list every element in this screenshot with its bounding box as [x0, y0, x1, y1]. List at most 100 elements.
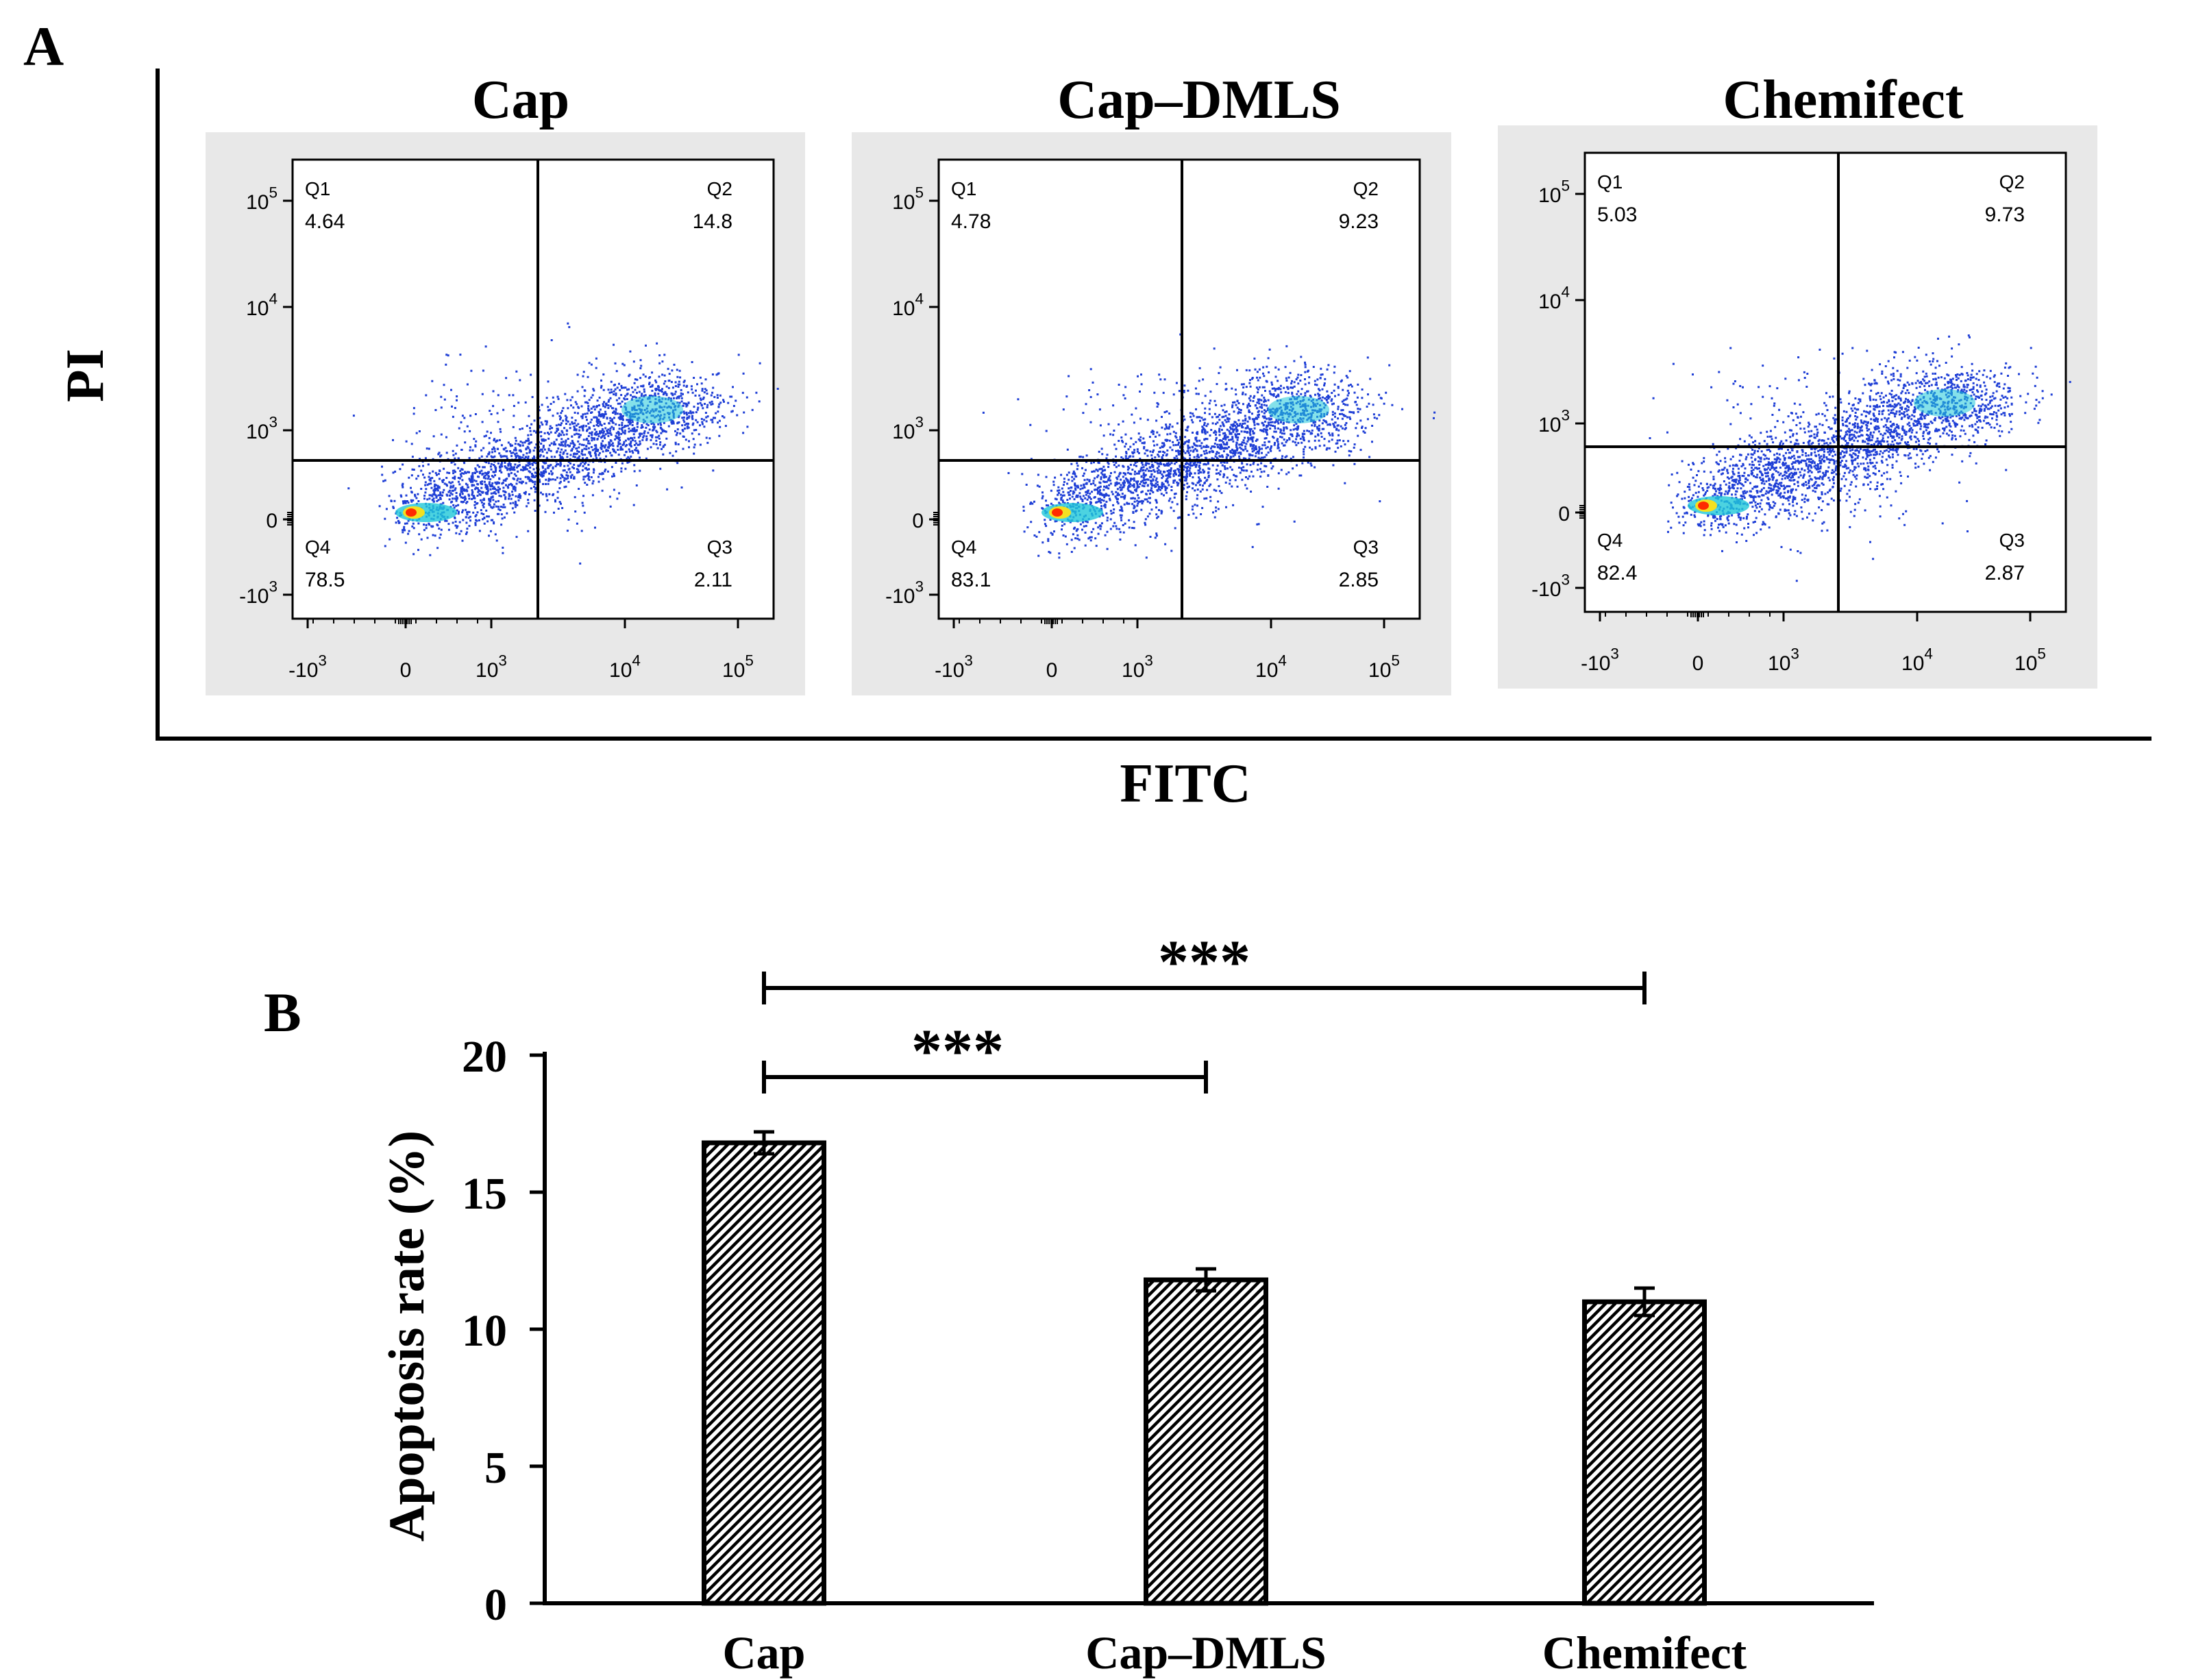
y-tick-label: -103	[239, 578, 278, 608]
quadrant-value-q4: 82.4	[1597, 562, 1637, 584]
x-tick-label-text: -103	[1581, 645, 1619, 676]
error-bar	[1196, 1267, 1216, 1293]
x-tick-label-text: 104	[1901, 645, 1933, 676]
quadrant-value-q4: 78.5	[305, 569, 345, 591]
quadrant-label: Q4	[951, 536, 976, 558]
x-tick-label-text: 104	[1255, 652, 1287, 682]
quadrant-value-q2: 9.73	[1985, 203, 2025, 226]
dense-cluster	[1268, 396, 1329, 423]
y-tick-label-text: 103	[246, 414, 278, 444]
quadrant-label: Q1	[951, 178, 976, 199]
y-tick-label-text: 104	[1538, 284, 1570, 314]
x-tick-label: 0	[1692, 652, 1704, 675]
y-tick-label: 103	[892, 414, 924, 444]
flow-plot-title: Cap–DMLS	[1057, 70, 1340, 130]
x-tick-label: 105	[1368, 652, 1400, 682]
x-category-label: Chemifect	[1542, 1627, 1747, 1679]
quadrant-label: Q3	[707, 536, 732, 558]
panel-b: B 0 5 10 15 20 Apoptosis rate (%) Cap Cap–DMLS C…	[264, 928, 1874, 1679]
event-dots	[982, 333, 1436, 559]
x-tick-label: -103	[935, 652, 973, 682]
flow-plot-frame	[291, 158, 775, 620]
x-tick-label: 104	[1255, 652, 1287, 682]
flow-plot-title: Chemifect	[1723, 70, 1964, 130]
y-tick-label-text: 0	[1558, 503, 1570, 526]
panel-a-label: A	[23, 15, 64, 77]
flow-plot-2: Cap–DMLS Q1 4.78 Q2 9.23 Q4 83.1 Q3 2.85 105 104 10…	[852, 70, 1451, 695]
x-tick-label: -103	[288, 652, 327, 682]
hot-core	[406, 508, 417, 517]
quadrant-value-q1: 5.03	[1597, 203, 1637, 226]
y-tick-label: 105	[1538, 177, 1570, 208]
y-tick-label-text: 0	[266, 510, 278, 532]
y-tick-label-text: 103	[892, 414, 924, 444]
y-tick-label: 15	[462, 1169, 507, 1219]
y-axis-title: Apoptosis rate (%)	[379, 1131, 435, 1542]
y-tick-label: 103	[246, 414, 278, 444]
x-tick-label: 0	[400, 659, 412, 682]
y-tick-label-text: -103	[1531, 571, 1570, 602]
x-tick-label-text: 104	[609, 652, 641, 682]
y-tick-label-text: -103	[239, 578, 278, 608]
flow-plot-1: Cap Q1 4.64 Q2 14.8 Q4 78.5 Q3 2.11 105 104 103 0 -10…	[206, 70, 805, 695]
flow-plot-events	[347, 322, 779, 565]
significance-bracket-2: ***	[762, 928, 1647, 1004]
event-dots	[347, 322, 779, 565]
x-tick-label-text: 103	[476, 652, 507, 682]
significance-stars: ***	[911, 1017, 1004, 1085]
y-tick-label: 0	[912, 510, 924, 532]
x-tick-label-text: 105	[1368, 652, 1400, 682]
quadrant-label: Q3	[1353, 536, 1379, 558]
y-tick-label: 103	[1538, 407, 1570, 437]
x-tick-label: -103	[1581, 645, 1619, 676]
y-tick-label-text: 0	[912, 510, 924, 532]
y-tick-label: 5	[484, 1443, 507, 1493]
bar-3	[1582, 1299, 1707, 1606]
significance-bracket-1: ***	[762, 1017, 1208, 1094]
y-tick-label: 20	[462, 1032, 507, 1082]
panel-b-label: B	[264, 981, 301, 1043]
quadrant-label: Q4	[1597, 530, 1623, 551]
quadrant-value-q1: 4.78	[951, 210, 991, 233]
bar-1	[702, 1140, 826, 1606]
x-tick-label: 103	[1122, 652, 1153, 682]
hot-core	[1052, 508, 1063, 517]
significance-stars: ***	[1158, 928, 1250, 996]
x-tick-label: 105	[722, 652, 754, 682]
y-tick-label: 104	[1538, 284, 1570, 314]
flow-plot-events	[1649, 334, 2071, 582]
hot-core	[1698, 502, 1709, 510]
y-tick-label-text: 105	[892, 184, 924, 214]
x-tick-label-text: 105	[722, 652, 754, 682]
dense-cluster	[1914, 389, 1975, 417]
quadrant-value-q2: 14.8	[693, 210, 732, 233]
panel-a: A PI FITC Cap Q1 4.64 Q2 14.8 Q4 78.5 Q3 2.11 105…	[23, 15, 2151, 814]
x-tick-label-text: 103	[1122, 652, 1153, 682]
apoptosis-bar-chart: 0 5 10 15 20 Apoptosis rate (%) Cap Cap–DMLS Che…	[379, 928, 1874, 1679]
x-tick-label-text: 103	[1768, 645, 1799, 676]
x-category-label: Cap	[723, 1627, 806, 1679]
flow-plot-frame	[937, 158, 1421, 620]
quadrant-label: Q1	[305, 178, 330, 199]
flow-plot-frame	[1583, 151, 2067, 613]
quadrant-value-q3: 2.11	[694, 569, 732, 591]
y-tick-label: 0	[266, 510, 278, 532]
x-tick-label-text: 105	[2014, 645, 2046, 676]
quadrant-value-q3: 2.85	[1339, 569, 1379, 591]
x-tick-label-text: 0	[1692, 652, 1704, 675]
x-tick-label: 105	[2014, 645, 2046, 676]
y-tick-label-text: 104	[246, 291, 278, 321]
y-tick-label: 105	[246, 184, 278, 214]
x-tick-label-text: 0	[400, 659, 412, 682]
x-tick-label: 103	[476, 652, 507, 682]
y-tick-label: -103	[1531, 571, 1570, 602]
flow-plot-title: Cap	[472, 70, 569, 130]
quadrant-value-q4: 83.1	[951, 569, 991, 591]
y-tick-label-text: 105	[1538, 177, 1570, 208]
x-tick-label-text: -103	[935, 652, 973, 682]
flow-plot-3: Chemifect Q1 5.03 Q2 9.73 Q4 82.4 Q3 2.87 105 104 1…	[1498, 70, 2097, 689]
flow-plot-events	[982, 333, 1436, 559]
quadrant-label: Q1	[1597, 171, 1623, 193]
y-tick-label: 0	[1558, 503, 1570, 526]
